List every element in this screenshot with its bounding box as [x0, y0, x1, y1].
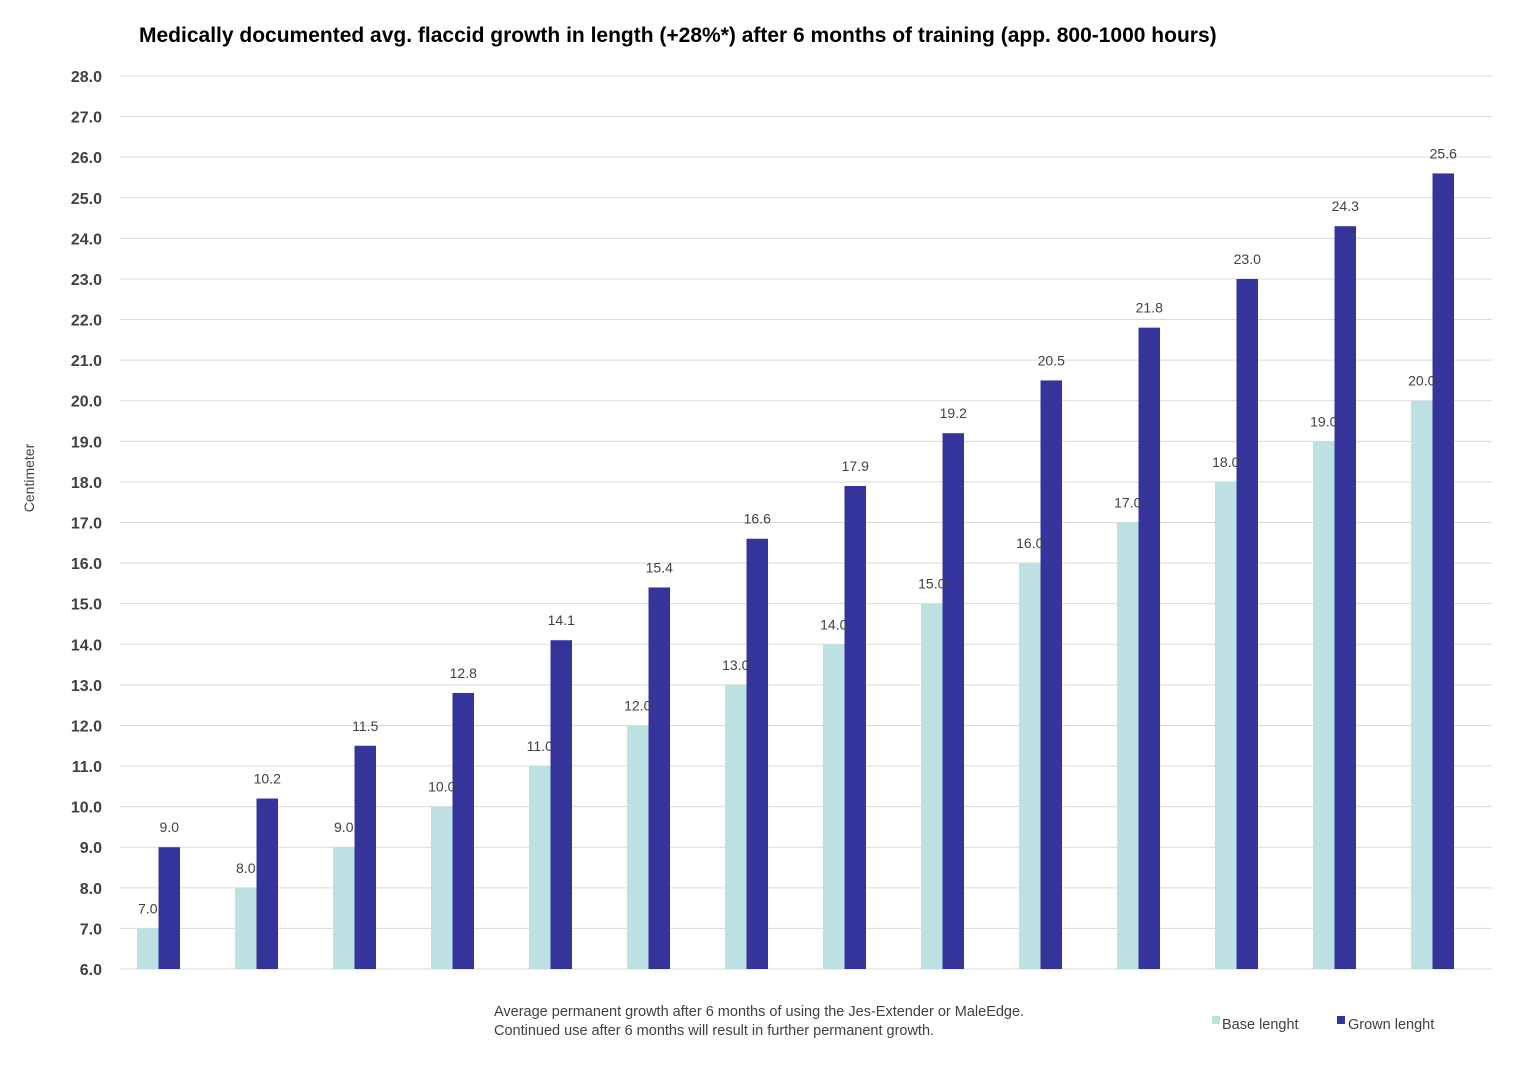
data-label-base: 11.0	[527, 738, 553, 754]
bar-base-length	[529, 766, 551, 969]
bar-base-length	[921, 603, 943, 969]
data-label-base: 13.0	[722, 657, 749, 673]
bar-grown-length	[1138, 327, 1160, 969]
y-tick-label: 22.0	[71, 313, 102, 330]
y-tick-label: 25.0	[71, 191, 102, 208]
data-label-grown: 23.0	[1234, 251, 1261, 267]
data-label-grown: 17.9	[842, 458, 869, 474]
legend: Base lenght Grown lenght	[1212, 1016, 1434, 1033]
y-tick-label: 21.0	[71, 353, 102, 370]
data-label-grown: 24.3	[1332, 198, 1359, 214]
bars	[137, 173, 1454, 969]
y-tick-label: 14.0	[71, 637, 102, 654]
bar-base-length	[1215, 481, 1237, 969]
bar-grown-length	[1432, 173, 1454, 969]
data-label-base: 17.0	[1114, 495, 1141, 511]
data-label-grown: 20.5	[1038, 352, 1065, 368]
y-axis-ticks: 6.0 7.0 8.0 9.0 10.0 11.0 12.0 13.0 14.0 15.0 16.0…	[71, 69, 102, 979]
bar-grown-length	[746, 538, 768, 969]
data-label-grown: 19.2	[940, 405, 967, 421]
data-label-base: 12.0	[624, 697, 651, 713]
bar-grown-length	[158, 847, 180, 969]
y-tick-label: 18.0	[71, 475, 102, 492]
bar-grown-length	[550, 640, 572, 969]
bar-grown-length	[648, 587, 670, 969]
bar-grown-length	[844, 485, 866, 969]
data-label-base: 20.0	[1408, 373, 1435, 389]
data-label-grown: 14.1	[548, 612, 575, 628]
y-tick-label: 20.0	[71, 394, 102, 411]
bar-base-length	[725, 684, 747, 969]
data-label-base: 14.0	[820, 616, 847, 632]
y-tick-label: 6.0	[80, 962, 102, 979]
bar-grown-length	[1334, 226, 1356, 969]
data-label-base: 10.0	[428, 779, 455, 795]
y-tick-label: 24.0	[71, 231, 102, 248]
bar-base-length	[823, 644, 845, 969]
data-label-grown: 10.2	[254, 771, 281, 787]
y-tick-label: 15.0	[71, 597, 102, 614]
data-label-grown: 11.5	[352, 718, 378, 734]
chart-title: Medically documented avg. flaccid growth…	[139, 24, 1217, 47]
data-label-grown: 16.6	[744, 511, 771, 527]
data-label-grown: 9.0	[160, 819, 180, 835]
bar-base-length	[1411, 400, 1433, 969]
data-label-grown: 15.4	[646, 559, 673, 575]
bar-base-length	[431, 806, 453, 969]
y-tick-label: 9.0	[80, 840, 102, 857]
data-label-grown: 25.6	[1430, 145, 1457, 161]
y-tick-label: 28.0	[71, 69, 102, 86]
data-label-base: 8.0	[236, 860, 256, 876]
y-tick-label: 10.0	[71, 800, 102, 817]
data-label-base: 18.0	[1212, 454, 1239, 470]
bar-grown-length	[1236, 278, 1258, 969]
bar-grown-length	[354, 745, 376, 969]
y-tick-label: 8.0	[80, 881, 102, 898]
y-tick-label: 12.0	[71, 718, 102, 735]
y-tick-label: 11.0	[72, 759, 102, 776]
y-tick-label: 27.0	[71, 110, 102, 127]
bar-base-length	[1313, 441, 1335, 969]
y-tick-label: 23.0	[71, 272, 102, 289]
footnote-line-1: Average permanent growth after 6 months …	[494, 1004, 1024, 1020]
data-label-grown: 12.8	[450, 665, 477, 681]
data-label-base: 7.0	[138, 900, 158, 916]
bar-grown-length	[256, 798, 278, 969]
footnote-line-2: Continued use after 6 months will result…	[494, 1023, 934, 1039]
y-axis-label: Centimeter	[21, 443, 37, 512]
bar-grown-length	[452, 692, 474, 969]
data-label-base: 16.0	[1016, 535, 1043, 551]
data-label-grown: 21.8	[1136, 300, 1163, 316]
bar-base-length	[235, 887, 257, 969]
y-tick-label: 13.0	[71, 678, 102, 695]
y-tick-label: 16.0	[71, 556, 102, 573]
data-label-base: 9.0	[334, 819, 354, 835]
legend-swatch-base	[1212, 1016, 1220, 1024]
legend-label-grown: Grown lenght	[1348, 1017, 1434, 1033]
data-label-base: 15.0	[918, 576, 945, 592]
y-tick-label: 19.0	[71, 434, 102, 451]
bar-base-length	[1019, 563, 1041, 969]
data-label-base: 19.0	[1310, 413, 1337, 429]
bar-base-length	[627, 725, 649, 969]
legend-swatch-grown	[1337, 1016, 1345, 1024]
data-labels: 7.0 8.0 9.0 10.0 11.0 12.0 13.0 14.0 15.0 16.0 17.…	[138, 145, 1457, 916]
y-tick-label: 26.0	[71, 150, 102, 167]
y-tick-label: 17.0	[71, 516, 102, 533]
legend-label-base: Base lenght	[1222, 1017, 1299, 1033]
bar-base-length	[1117, 522, 1139, 969]
bar-base-length	[333, 847, 355, 969]
bar-grown-length	[1040, 380, 1062, 969]
bar-grown-length	[942, 433, 964, 969]
bar-base-length	[137, 928, 159, 969]
y-tick-label: 7.0	[80, 921, 102, 938]
gridlines	[120, 75, 1492, 970]
